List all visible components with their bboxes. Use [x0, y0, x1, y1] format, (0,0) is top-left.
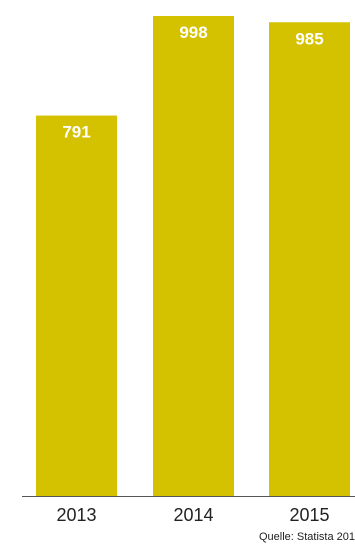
- bars-group: 791 998 985: [36, 16, 350, 497]
- bar-value-label-2015: 985: [295, 29, 323, 48]
- bar-value-label-2014: 998: [179, 23, 207, 42]
- x-tick-label-2013: 2013: [56, 505, 96, 525]
- x-tick-label-2014: 2014: [173, 505, 213, 525]
- x-ticks-group: 2013 2014 2015: [56, 505, 329, 525]
- source-note: Quelle: Statista 201: [259, 531, 355, 543]
- x-tick-label-2015: 2015: [289, 505, 329, 525]
- bar-value-label-2013: 791: [62, 123, 90, 142]
- bar-2013: [36, 115, 117, 497]
- bar-2015: [269, 22, 350, 497]
- bar-2014: [153, 16, 234, 496]
